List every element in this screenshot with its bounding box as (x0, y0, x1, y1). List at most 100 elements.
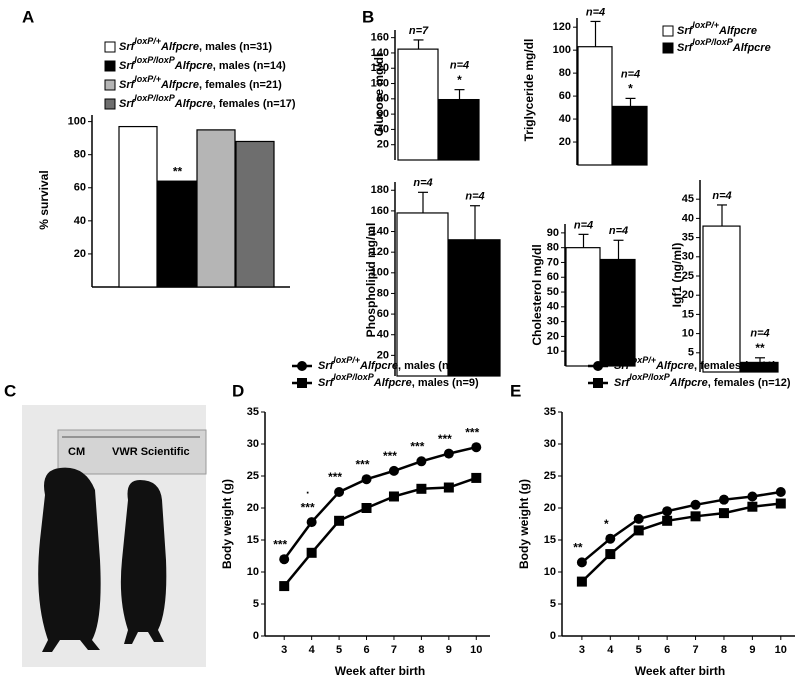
y-tick-label: 30 (547, 316, 559, 328)
error-bar (625, 97, 636, 107)
y-tick-label: 15 (682, 308, 694, 320)
marker (443, 448, 454, 459)
y-tick-label: 35 (247, 406, 259, 418)
legend-text-part: Alfpcre (718, 25, 757, 37)
legend-text-part: Srf (318, 360, 335, 372)
y-tick-label: 100 (371, 77, 389, 89)
legend-text-part: Srf (119, 41, 136, 53)
legend-swatch (104, 41, 116, 53)
x-tick-label: 8 (721, 644, 727, 656)
n-label: n=4 (586, 6, 605, 18)
y-tick-label: 40 (377, 329, 389, 341)
n-label: n=4 (609, 225, 628, 237)
marker (416, 483, 427, 494)
error-bar (578, 233, 589, 248)
significance-label: ** (755, 341, 765, 355)
y-tick-label: 5 (550, 598, 556, 610)
panel-label: D (232, 381, 244, 400)
y-tick-label: 5 (253, 598, 259, 610)
marker (306, 517, 317, 528)
x-tick-label: 6 (363, 644, 369, 656)
bar (612, 105, 648, 166)
x-tick-label: 7 (692, 644, 698, 656)
significance-label: ** (173, 164, 183, 178)
legend-label: SrfloxP/loxPAlfpcre (677, 37, 771, 54)
legend-text-part: loxP/loxP (629, 372, 671, 382)
y-tick-label: 90 (547, 227, 559, 239)
n-label: n=4 (621, 68, 640, 80)
marker (690, 511, 701, 522)
marker (306, 547, 317, 558)
legend-text-part: Srf (318, 377, 335, 389)
x-tick-label: 5 (336, 644, 342, 656)
legend-swatch (104, 98, 116, 110)
legend-text-part: , females (n=17) (213, 98, 296, 110)
marker (361, 474, 372, 485)
error-bar (418, 191, 428, 213)
legend-text-part: , males (n=22) (398, 360, 471, 372)
mouse-control (38, 467, 101, 652)
n-label: n=4 (712, 190, 731, 202)
series-line (283, 476, 477, 587)
marker (334, 515, 345, 526)
marker (605, 549, 616, 560)
legend-label: SrfloxP/+Alfpcre, males (n=31) (119, 36, 272, 53)
y-tick-label: 80 (377, 287, 389, 299)
mouse-mutant (120, 480, 167, 644)
photo-label: VWR Scientific (112, 446, 190, 458)
legend-label: SrfloxP/+Alfpcre, females (n=11) (614, 355, 777, 372)
marker (471, 472, 482, 483)
marker (416, 456, 427, 467)
legend-text-part: , females (n=21) (199, 79, 282, 91)
n-label: n=7 (409, 25, 429, 37)
marker (747, 491, 758, 502)
y-tick-label: 80 (547, 242, 559, 254)
legend-text-part: Alfpcre (373, 377, 412, 389)
panel-label: E (510, 381, 521, 400)
error-bar (717, 204, 727, 227)
y-tick-label: 5 (688, 347, 694, 359)
x-tick-label: 7 (391, 644, 397, 656)
marker (718, 508, 729, 519)
bar (448, 239, 501, 377)
legend-text-part: , males (n=9) (412, 377, 479, 389)
y-tick-label: 10 (247, 566, 259, 578)
legend-text-part: Srf (119, 79, 136, 91)
x-tick-label: 9 (446, 644, 452, 656)
x-axis-label: Week after birth (335, 664, 425, 678)
y-tick-label: 60 (559, 90, 571, 102)
legend-text-part: Alfpcre (160, 79, 199, 91)
y-tick-label: 60 (74, 182, 86, 194)
legend-swatch (104, 60, 116, 72)
legend-text-part: Srf (614, 360, 631, 372)
y-tick-label: 30 (682, 251, 694, 263)
y-tick-label: 0 (550, 630, 556, 642)
panel-label: A (22, 7, 34, 26)
y-tick-label: 20 (247, 502, 259, 514)
error-bar (470, 205, 480, 240)
y-tick-label: 45 (682, 193, 694, 205)
legend-text-part: Alfpcre (174, 98, 213, 110)
y-axis-label: Glucose mg/dl (372, 54, 386, 137)
marker (633, 513, 644, 524)
legend-text-part: Alfpcre (359, 360, 398, 372)
legend-label: SrfloxP/+Alfpcre, males (n=22) (318, 355, 471, 372)
marker (297, 378, 307, 388)
y-tick-label: 25 (544, 470, 556, 482)
significance-label: *** (328, 470, 342, 484)
legend-text-part: , females (n=11) (694, 360, 777, 372)
error-bar (413, 39, 424, 50)
y-tick-label: 40 (547, 301, 559, 313)
marker (690, 499, 701, 510)
marker (747, 501, 758, 512)
x-tick-label: 3 (281, 644, 287, 656)
x-tick-label: 8 (418, 644, 424, 656)
y-tick-label: 50 (547, 286, 559, 298)
photo-label: CM (68, 446, 85, 458)
marker (662, 515, 673, 526)
marker (718, 494, 729, 505)
marker (388, 491, 399, 502)
bar (196, 129, 236, 288)
y-tick-label: 10 (682, 328, 694, 340)
